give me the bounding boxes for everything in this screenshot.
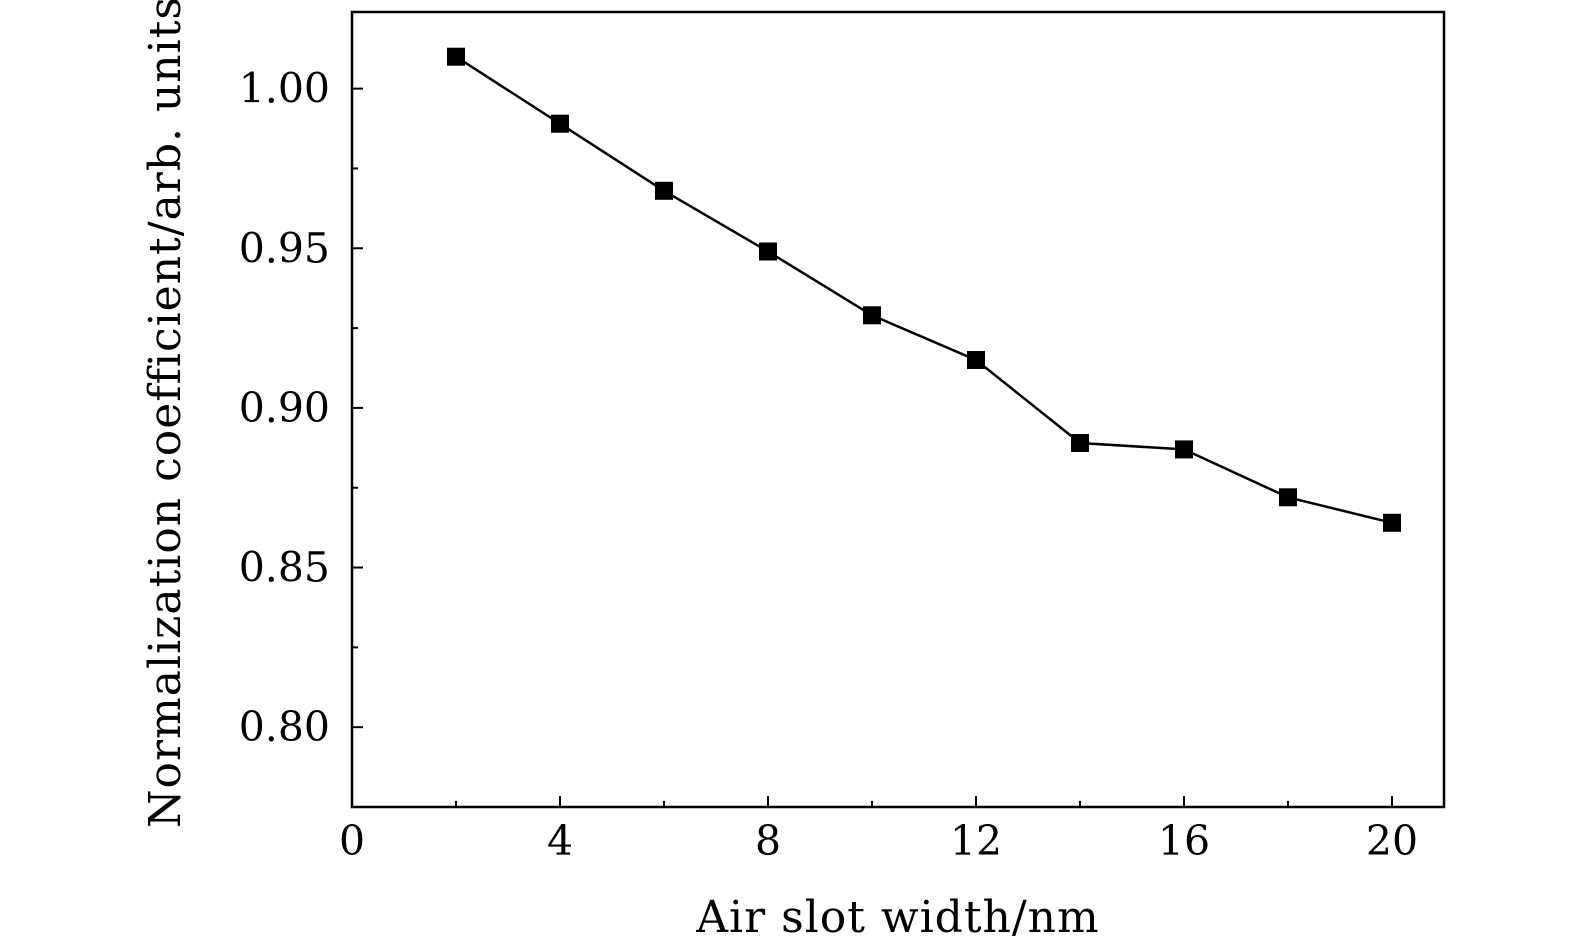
y-tick-label: 1.00 bbox=[239, 65, 330, 113]
x-tick-label: 20 bbox=[1366, 817, 1418, 865]
x-axis-ticks: 0 4 8 12 16 20 bbox=[339, 796, 1418, 865]
y-tick-label: 0.95 bbox=[239, 224, 330, 272]
data-series bbox=[447, 47, 1401, 532]
data-point-marker bbox=[1175, 440, 1193, 459]
data-point-marker bbox=[1071, 434, 1089, 452]
data-point-marker bbox=[967, 351, 985, 369]
y-tick-label: 0.85 bbox=[239, 544, 330, 592]
data-point-marker bbox=[1383, 513, 1401, 532]
data-point-marker bbox=[655, 181, 673, 200]
y-axis-ticks: 0.80 0.85 0.90 0.95 1.00 bbox=[239, 65, 363, 751]
x-tick-label: 0 bbox=[339, 817, 365, 865]
data-point-marker bbox=[1279, 488, 1297, 507]
data-point-marker bbox=[447, 47, 465, 66]
series-line bbox=[455, 55, 1393, 525]
x-tick-label: 12 bbox=[950, 817, 1002, 865]
data-point-marker bbox=[551, 114, 569, 133]
y-tick-label: 0.90 bbox=[239, 384, 330, 432]
x-tick-label: 8 bbox=[755, 817, 781, 865]
x-tick-label: 16 bbox=[1158, 817, 1210, 865]
plot-frame bbox=[350, 10, 1446, 809]
x-axis-title: Air slot width/nm bbox=[695, 892, 1099, 943]
y-tick-label: 0.80 bbox=[239, 703, 330, 751]
y-axis-title: Normalization coefficient/arb. units bbox=[140, 0, 191, 828]
x-tick-label: 4 bbox=[547, 817, 573, 865]
data-point-marker bbox=[863, 306, 881, 325]
data-point-marker bbox=[759, 242, 777, 261]
